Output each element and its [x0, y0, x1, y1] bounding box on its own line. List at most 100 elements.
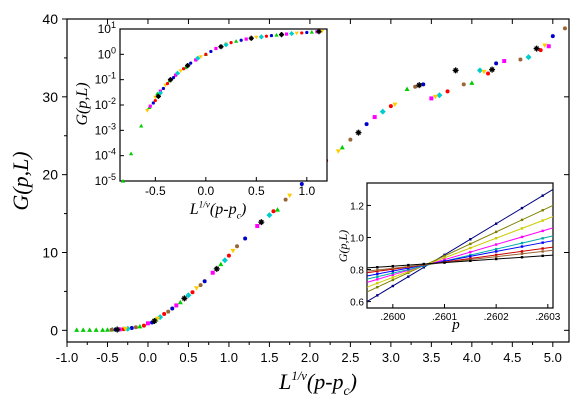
- y-tick-exponent: -5: [108, 172, 116, 182]
- data-point: [494, 247, 498, 251]
- data-point: [407, 275, 410, 278]
- data-point: [109, 327, 114, 332]
- data-point: [157, 90, 163, 96]
- data-point: [391, 269, 395, 273]
- y-axis-label: G(p,L): [8, 151, 33, 210]
- x-axis-label: L1/ν(p-pc): [189, 200, 247, 221]
- x-axis-label-part: ): [240, 201, 246, 218]
- x-tick-label: -1.0: [56, 350, 78, 365]
- data-point: [432, 94, 438, 100]
- data-point: [546, 44, 551, 49]
- data-point: [151, 101, 155, 105]
- x-axis-label: L1/ν(p-pc): [278, 369, 357, 398]
- data-point: [145, 109, 150, 113]
- x-tick-label: .2601: [432, 312, 457, 323]
- data-point: [235, 244, 240, 249]
- data-point: [541, 229, 544, 233]
- inset-left-chart: -0.5 0.0 0.5 1.010110010-110-210-310-410-5G…: [74, 20, 328, 221]
- data-point: [538, 48, 543, 53]
- data-point: [372, 115, 377, 120]
- data-point: [416, 82, 423, 89]
- data-point: [162, 311, 167, 316]
- data-point: [376, 272, 379, 276]
- y-tick-base: 10: [95, 123, 109, 137]
- data-point: [100, 327, 106, 332]
- data-point: [275, 207, 281, 212]
- data-point: [348, 137, 353, 142]
- data-point: [239, 38, 243, 42]
- data-point: [309, 29, 314, 34]
- data-point: [476, 67, 483, 74]
- x-tick-label: 0.0: [197, 184, 214, 198]
- data-point: [178, 69, 183, 74]
- data-point: [226, 253, 231, 258]
- data-point: [391, 273, 395, 276]
- y-tick-exponent: -2: [108, 96, 116, 106]
- y-tick-label: 30: [42, 89, 58, 105]
- data-point: [407, 263, 410, 267]
- data-point: [376, 270, 379, 273]
- data-point: [181, 295, 188, 302]
- x-tick-label: -0.5: [96, 350, 118, 365]
- x-tick-label: 0.5: [179, 350, 197, 365]
- x-tick-label: 2.0: [301, 350, 319, 365]
- data-point: [452, 67, 459, 74]
- data-point: [376, 275, 379, 278]
- data-point: [391, 267, 395, 270]
- data-point: [266, 212, 273, 219]
- x-tick-label: 0.5: [248, 184, 265, 198]
- data-point: [137, 323, 143, 329]
- data-point: [271, 209, 276, 214]
- data-point: [294, 31, 299, 36]
- y-axis-label: G(p,L): [74, 82, 91, 125]
- x-tick-label: 4.5: [503, 350, 521, 365]
- data-point: [214, 46, 218, 51]
- data-point: [379, 108, 386, 115]
- x-tick-label: 5.0: [544, 350, 562, 365]
- data-point: [93, 327, 99, 332]
- data-point: [129, 325, 134, 330]
- data-point: [391, 276, 395, 279]
- data-point: [182, 67, 186, 71]
- x-axis-label-part: (p-p: [307, 369, 344, 394]
- data-point: [422, 266, 426, 269]
- data-point: [129, 151, 134, 156]
- data-point: [520, 252, 524, 255]
- data-point: [469, 259, 472, 263]
- data-point: [520, 256, 524, 259]
- data-point: [469, 255, 472, 258]
- data-point: [486, 71, 491, 76]
- data-point: [289, 30, 295, 37]
- y-tick-base: 10: [95, 174, 109, 188]
- x-tick-label: .2600: [380, 312, 405, 323]
- data-point: [392, 102, 398, 108]
- data-point: [244, 37, 248, 41]
- data-point: [494, 250, 498, 253]
- inset-left-points: [120, 28, 325, 183]
- data-point: [194, 286, 200, 291]
- data-point: [494, 236, 498, 240]
- data-point: [494, 61, 499, 66]
- data-point: [198, 55, 203, 59]
- y-tick-base: 10: [95, 73, 109, 87]
- data-point: [502, 59, 507, 64]
- data-point: [469, 246, 472, 250]
- data-point: [541, 219, 544, 222]
- data-point: [404, 86, 410, 92]
- data-point: [190, 290, 195, 295]
- data-point: [520, 218, 524, 222]
- data-point: [520, 250, 524, 253]
- data-point: [210, 270, 215, 275]
- data-point: [145, 321, 150, 326]
- y-tick-label: 20: [42, 167, 58, 183]
- data-point: [469, 258, 472, 261]
- data-point: [355, 129, 362, 136]
- data-point: [494, 222, 498, 225]
- data-point: [376, 294, 379, 297]
- data-point: [494, 253, 498, 257]
- data-point: [229, 41, 233, 45]
- data-point: [443, 256, 446, 259]
- data-point: [494, 230, 498, 234]
- data-point: [165, 81, 170, 86]
